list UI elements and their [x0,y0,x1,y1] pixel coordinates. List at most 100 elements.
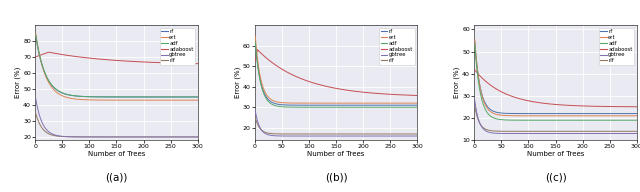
Legend: rf, ert, adf, adaboost, gbtree, rlf: rf, ert, adf, adaboost, gbtree, rlf [598,28,634,65]
rlf [32,112,40,115]
adf [128,96,136,98]
adf [32,34,40,36]
Line: adaboost: adaboost [36,52,198,64]
gbtree [252,109,259,112]
rf [568,113,575,115]
Line: gbtree: gbtree [36,99,198,137]
rf [252,47,260,49]
gbtree [32,98,40,100]
Legend: rf, ert, adf, adaboost, gbtree, rlf: rf, ert, adf, adaboost, gbtree, rlf [160,28,195,65]
adaboost [253,49,261,51]
rf [618,113,625,115]
rlf [252,118,260,121]
rlf [472,108,479,110]
ert [607,115,615,117]
Line: rlf: rlf [475,106,637,131]
ert [567,115,575,117]
adaboost [568,104,575,107]
ert [413,102,421,104]
adaboost [252,60,259,62]
gbtree [618,132,625,135]
adaboost [607,105,615,108]
gbtree [472,103,479,105]
adf [131,96,139,98]
rf [168,96,176,98]
adf [607,119,615,121]
rf [633,113,640,115]
adaboost [132,60,140,63]
Line: gbtree: gbtree [255,111,417,136]
rf [471,40,479,43]
adf [618,119,625,121]
adf [348,106,355,108]
gbtree [348,135,356,137]
rlf [633,130,640,132]
rf [351,104,358,106]
rf [570,113,578,115]
rlf [398,133,406,135]
Line: adf: adf [255,42,417,107]
gbtree [388,135,396,137]
ert [633,115,640,117]
rf [194,96,202,98]
ert [472,46,479,48]
adaboost [33,55,40,58]
gbtree [410,135,417,137]
adf [348,106,356,108]
ert [131,99,139,101]
ert [471,38,479,41]
rf [129,96,136,98]
gbtree [471,99,479,101]
rlf [568,130,575,132]
rf [388,104,396,106]
Y-axis label: Error (%): Error (%) [454,67,460,98]
Line: ert: ert [475,40,637,116]
adaboost [348,90,356,92]
rlf [179,136,186,138]
Text: ((c)): ((c)) [545,172,566,182]
Line: gbtree: gbtree [475,100,637,133]
adf [633,119,640,121]
adf [413,106,421,108]
gbtree [568,132,575,135]
gbtree [179,136,186,138]
adf [194,96,202,98]
rlf [388,133,396,135]
Line: adaboost: adaboost [255,50,417,95]
Y-axis label: Error (%): Error (%) [15,67,21,98]
gbtree [398,135,406,137]
rlf [632,130,639,132]
adaboost [413,94,421,97]
rlf [471,105,479,107]
adaboost [472,70,479,72]
gbtree [348,135,355,137]
Line: adf: adf [36,35,198,97]
rf [179,96,186,98]
adaboost [194,63,202,65]
rlf [618,130,625,132]
ert [568,115,575,117]
Line: rf: rf [475,41,637,114]
ert [32,32,40,35]
rlf [168,136,176,138]
gbtree [567,132,575,135]
adf [351,106,358,108]
adaboost [471,69,479,71]
adaboost [570,104,578,107]
rf [128,96,136,98]
adf [252,47,260,50]
ert [351,102,358,104]
Line: rf: rf [255,42,417,105]
adaboost [179,62,187,65]
rf [33,39,40,41]
gbtree [129,136,136,138]
Line: rf: rf [36,36,198,97]
Line: rlf: rlf [255,118,417,134]
X-axis label: Number of Trees: Number of Trees [527,151,584,157]
gbtree [413,135,421,137]
rf [131,96,139,98]
rf [32,35,40,38]
rf [413,104,421,106]
rlf [607,130,615,132]
ert [252,41,260,44]
